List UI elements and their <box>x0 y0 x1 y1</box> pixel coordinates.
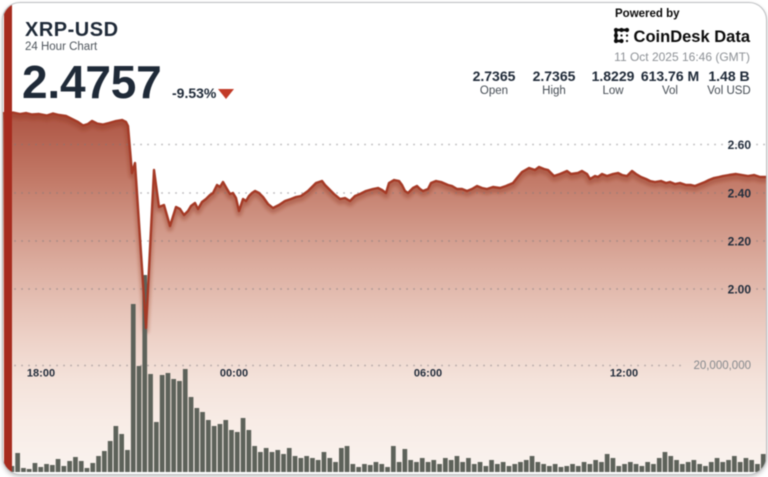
svg-text:06:00: 06:00 <box>414 368 442 380</box>
svg-text:00:00: 00:00 <box>220 368 248 380</box>
svg-text:2.20: 2.20 <box>728 235 752 249</box>
svg-text:2.60: 2.60 <box>728 138 752 152</box>
svg-text:2.00: 2.00 <box>728 283 752 297</box>
svg-text:12:00: 12:00 <box>610 368 638 380</box>
svg-text:20,000,000: 20,000,000 <box>693 360 751 372</box>
svg-text:18:00: 18:00 <box>27 368 55 380</box>
svg-text:2.40: 2.40 <box>728 187 752 201</box>
